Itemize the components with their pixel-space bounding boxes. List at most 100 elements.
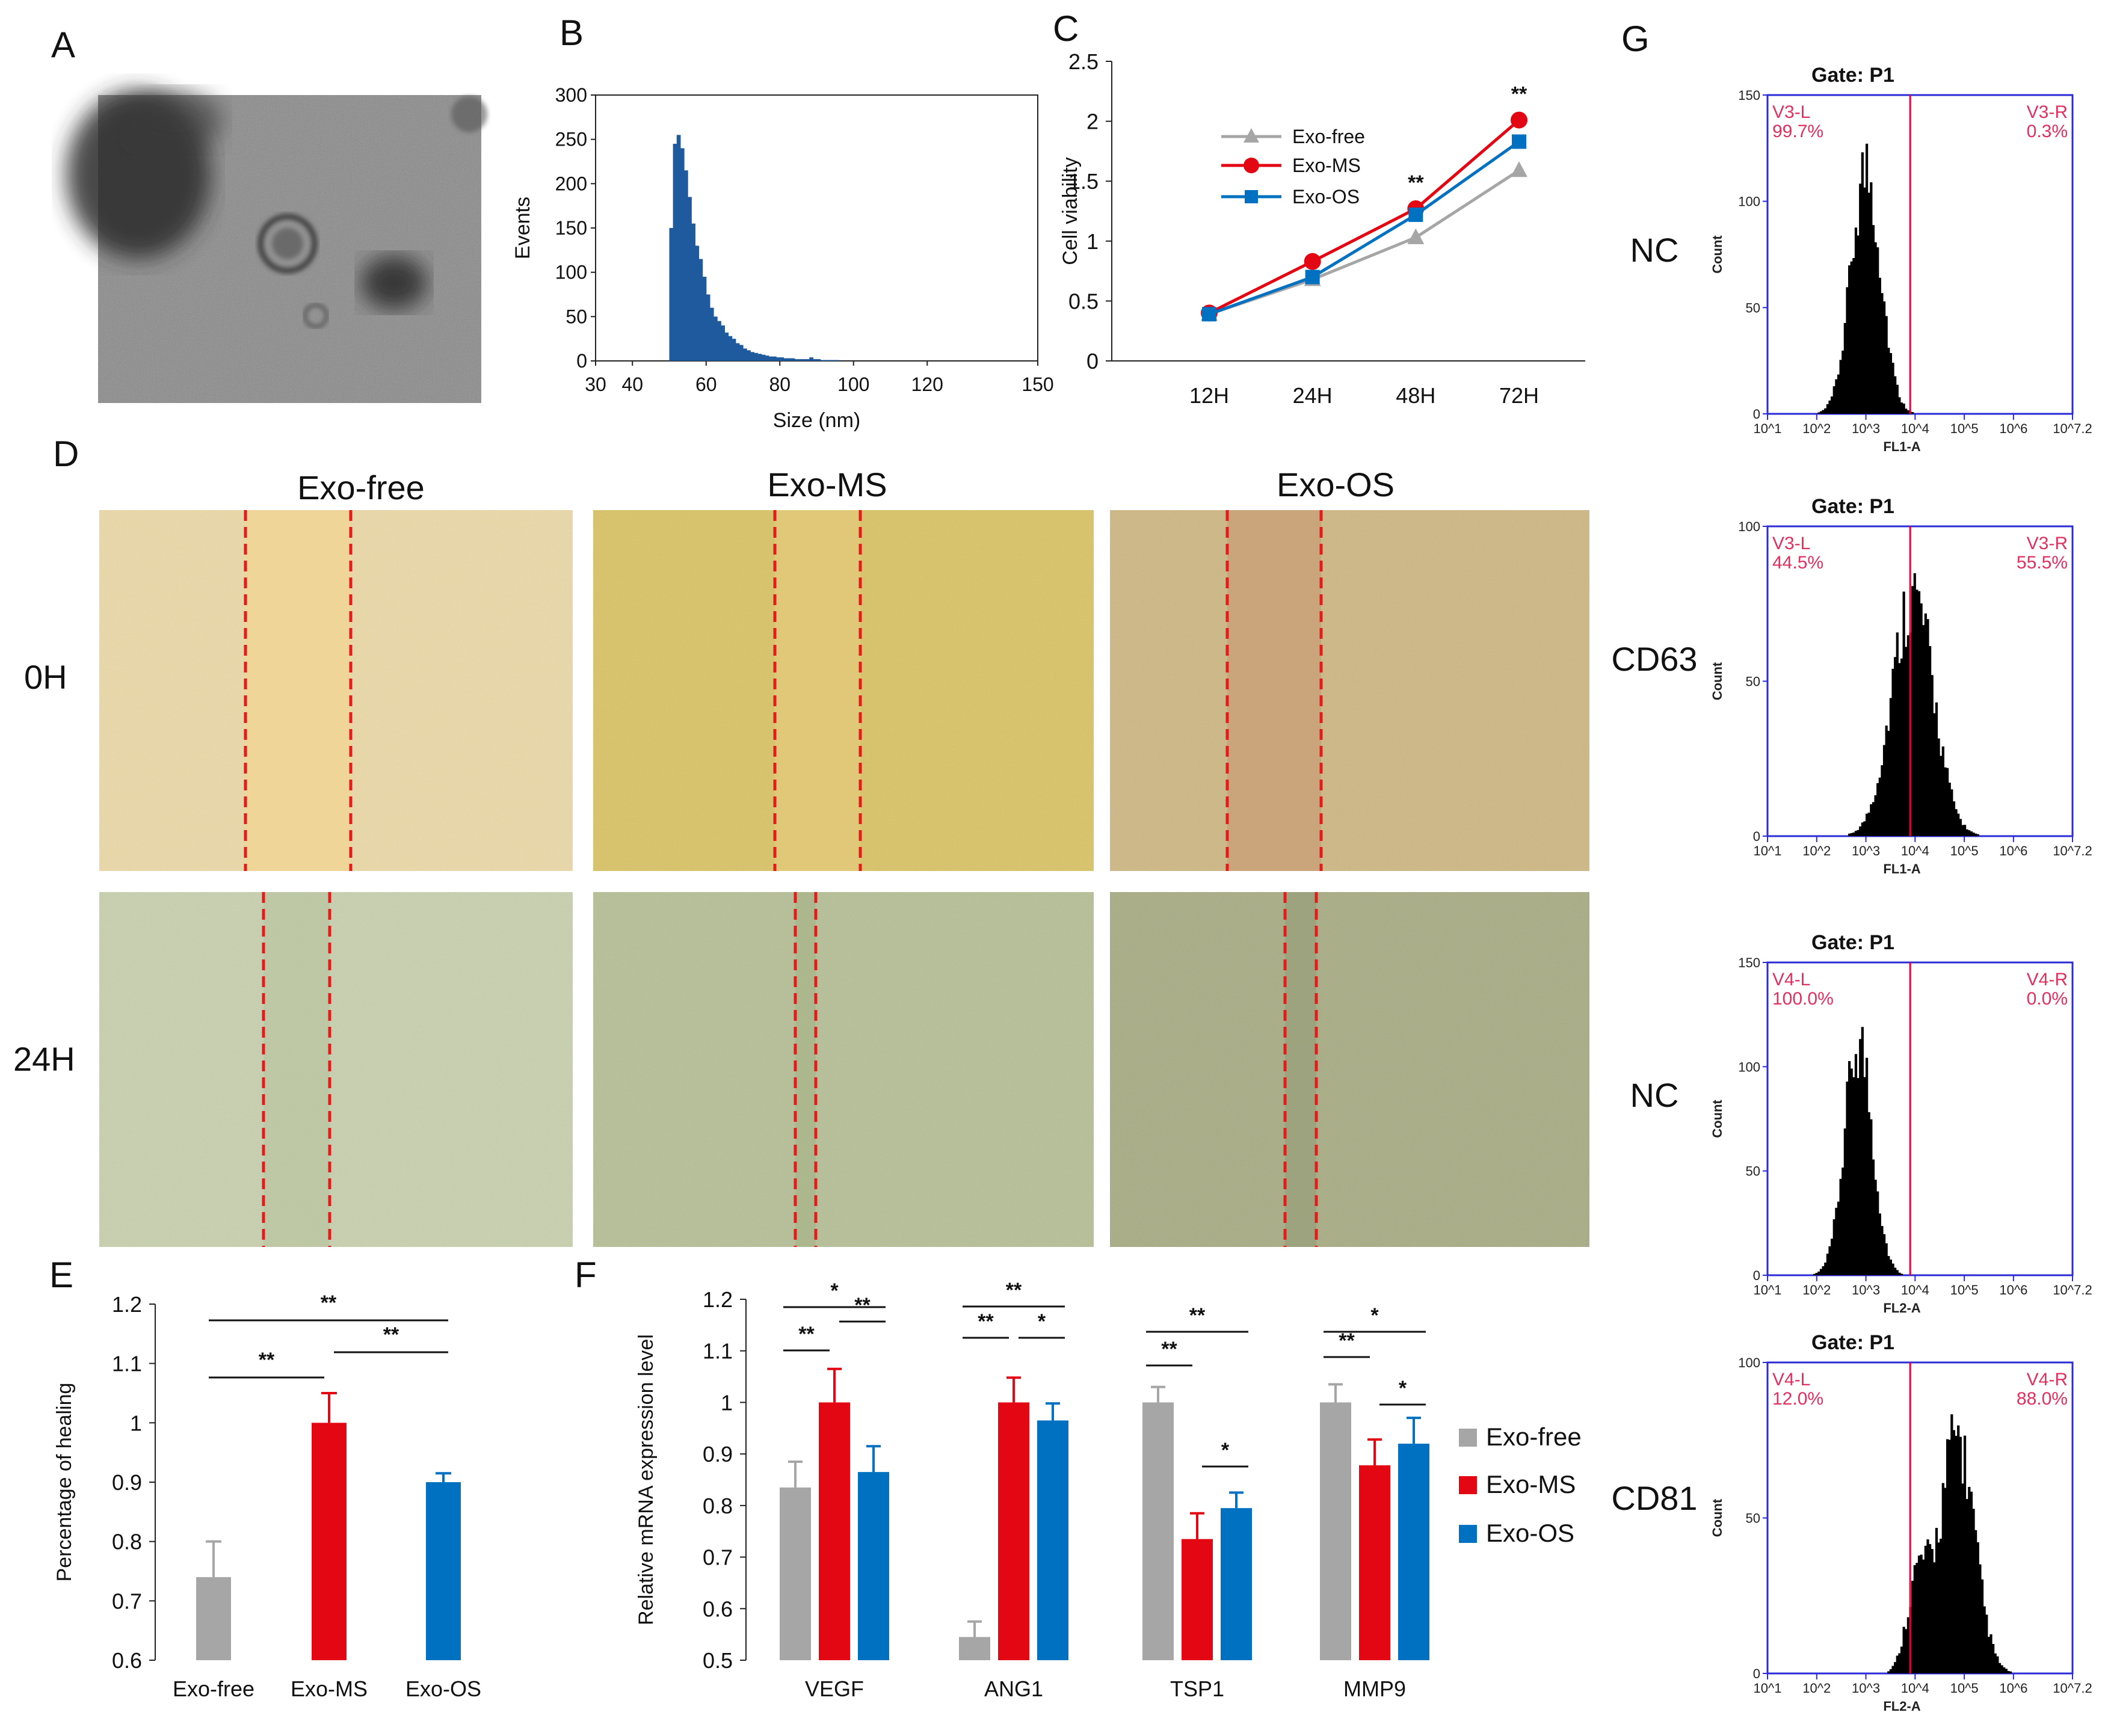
histogram-bar [1870, 182, 1873, 414]
histogram-bar [1881, 293, 1884, 414]
x-tick-label: 10^1 [1753, 1681, 1781, 1696]
histogram-bar [1835, 379, 1838, 414]
bar-exo-free [196, 1577, 231, 1660]
y-axis-label: Count [1710, 235, 1725, 274]
histogram-bar [698, 259, 703, 361]
x-tick-label: VEGF [805, 1676, 864, 1701]
data-point [1511, 111, 1527, 129]
data-point [1511, 161, 1527, 177]
histogram-bar [1846, 287, 1849, 414]
data-point [1512, 134, 1526, 149]
x-tick-label: 10^2 [1802, 1282, 1831, 1297]
y-tick-label: 200 [555, 173, 587, 194]
histogram-bar [1896, 1270, 1899, 1275]
x-tick-label: 10^5 [1950, 1681, 1979, 1696]
histogram-bar [1972, 1509, 1975, 1673]
sample-label: CD63 [1611, 640, 1697, 678]
row-header-24h: 24H [13, 1040, 75, 1078]
histogram-bar [1887, 730, 1890, 836]
histogram-bar [732, 339, 736, 361]
y-tick-label: 1 [721, 1390, 733, 1415]
histogram-bar [747, 350, 751, 361]
histogram-bar [1870, 804, 1873, 836]
histogram-bar [1889, 1259, 1893, 1275]
histogram-bar [1959, 1436, 1962, 1673]
histogram-bar [1854, 831, 1858, 836]
x-tick-label: Exo-free [173, 1676, 254, 1701]
x-tick-label: 10^3 [1852, 1282, 1880, 1297]
y-tick-label: 0.5 [1068, 289, 1099, 313]
plot-frame [1766, 94, 2074, 415]
histogram-bar [1976, 1542, 1979, 1673]
legend-swatch [1459, 1476, 1477, 1494]
x-tick-label: MMP9 [1343, 1676, 1406, 1701]
bar-exo-os [1398, 1444, 1429, 1660]
histogram-bar [1933, 1562, 1936, 1673]
data-point [1408, 207, 1423, 222]
histogram-bar [1940, 1538, 1943, 1673]
significance-mark: ** [798, 1323, 815, 1346]
gate-title: Gate: P1 [1811, 931, 1894, 954]
histogram-bar [1902, 591, 1905, 836]
quadrant-right-name: V4-R [2027, 970, 2068, 990]
histogram-bar [1957, 1425, 1960, 1673]
bar-exo-ms [1182, 1539, 1213, 1660]
micrograph-texture [593, 892, 1094, 1247]
histogram-bar [1935, 1528, 1938, 1673]
bar-exo-free [1320, 1402, 1351, 1660]
y-tick-label: 0.6 [112, 1648, 142, 1673]
legend-label: Exo-free [1486, 1423, 1582, 1451]
histogram-bar [1946, 1439, 1949, 1673]
histogram-bar [1906, 635, 1909, 836]
histogram-bar [724, 332, 729, 361]
histogram-bar [1832, 386, 1835, 414]
histogram-bar [1920, 1554, 1923, 1673]
y-tick-label: 0 [1753, 407, 1760, 422]
histogram-bar [2009, 1671, 2012, 1673]
histogram-bar [1885, 725, 1888, 836]
significance-mark: ** [259, 1349, 275, 1371]
histogram-bar [739, 345, 744, 361]
x-tick-label: 10^6 [1999, 421, 2027, 436]
histogram-bar [835, 360, 839, 361]
histogram-bar [1905, 408, 1908, 414]
quadrant-left-percent: 44.5% [1772, 553, 1823, 573]
histogram-bar [1837, 1201, 1840, 1275]
x-axis-label: Size (nm) [773, 409, 860, 432]
histogram-bar [1913, 1565, 1916, 1673]
histogram-bar [1861, 152, 1864, 414]
histogram-bar [827, 360, 832, 361]
histogram-bar [1920, 603, 1923, 836]
histogram-bar [1867, 192, 1870, 414]
histogram-bar [1850, 833, 1853, 836]
histogram-bar [1889, 1669, 1893, 1673]
histogram-bar [1898, 663, 1901, 836]
bar-exo-ms [312, 1423, 347, 1660]
y-tick-label: 0.8 [703, 1494, 733, 1518]
histogram-bar [1905, 647, 1908, 836]
data-point [1304, 253, 1321, 270]
bar-exo-os [858, 1472, 889, 1660]
histogram-bar [768, 356, 773, 361]
histogram-bar [1842, 350, 1845, 414]
quadrant-left-percent: 12.0% [1772, 1389, 1823, 1409]
histogram-bar [1824, 408, 1827, 414]
quadrant-right-name: V4-R [2027, 1370, 2068, 1390]
panel-label-g: G [1621, 19, 1650, 59]
histogram-bar [1878, 1213, 1881, 1275]
y-tick-label: 50 [566, 306, 587, 327]
row-header-0h: 0H [24, 658, 67, 696]
x-tick-label: 10^4 [1901, 1681, 1929, 1696]
y-tick-label: 1.2 [112, 1292, 142, 1317]
x-tick-label: 10^7.2 [2053, 1681, 2092, 1696]
chart-b-size-histogram: 30 40 60 80 100 120 150 0 50 100 150 200 250 300 Size … [511, 84, 1054, 432]
histogram-bar [1831, 1239, 1834, 1275]
quadrant-left-name: V3-L [1772, 534, 1810, 553]
x-tick-label: 100 [837, 374, 869, 395]
histogram-bar [1859, 183, 1862, 414]
histogram-bar [1976, 834, 1979, 836]
histogram-bar [1926, 619, 1929, 836]
histogram-bar [1911, 412, 1914, 414]
histogram-bar [1887, 1671, 1890, 1673]
